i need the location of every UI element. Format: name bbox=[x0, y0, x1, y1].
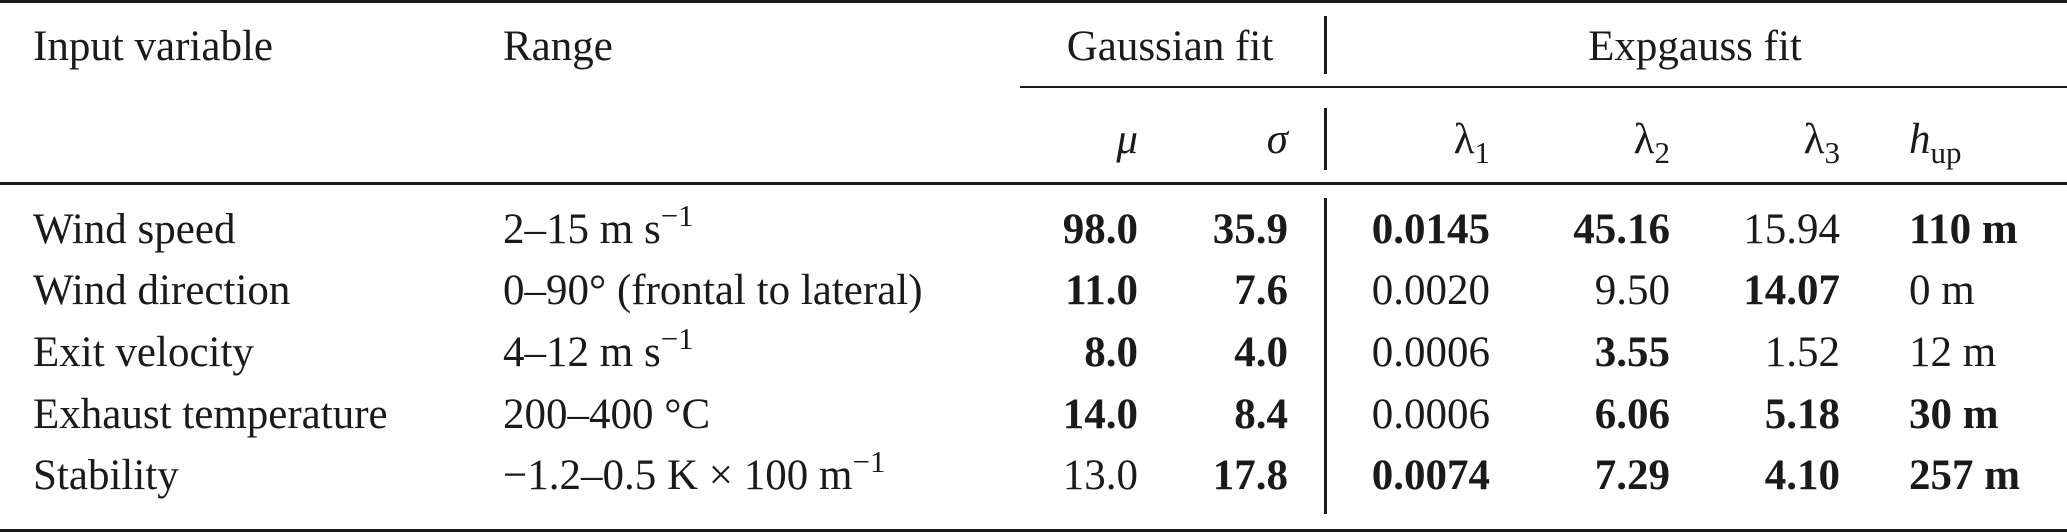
cell-range: −1.2–0.5 K × 100 m−1 bbox=[503, 446, 885, 499]
lambda-symbol: λ bbox=[1633, 116, 1655, 163]
gaussian-group-rule bbox=[1020, 86, 1326, 88]
header-gaussian-fit: Gaussian fit bbox=[1066, 23, 1274, 70]
header-expgauss-fit: Expgauss fit bbox=[1588, 23, 1802, 70]
cell-range: 2–15 m s−1 bbox=[503, 200, 694, 253]
range-text: 0–90° (frontal to lateral) bbox=[503, 267, 923, 314]
lambda2-subscript: 2 bbox=[1654, 134, 1670, 170]
cell-lambda2: 9.50 bbox=[1594, 267, 1670, 314]
cell-lambda1: 0.0020 bbox=[1371, 267, 1490, 314]
header-lambda3: λ3 bbox=[1690, 116, 1840, 168]
cell-mu: 98.0 bbox=[1062, 206, 1138, 253]
cell-lambda3: 14.07 bbox=[1743, 267, 1840, 314]
column-separator bbox=[1324, 108, 1327, 170]
cell-lambda3: 15.94 bbox=[1743, 206, 1840, 253]
cell-mu: 14.0 bbox=[1062, 391, 1138, 438]
range-exponent: −1 bbox=[852, 443, 886, 479]
cell-lambda1: 0.0006 bbox=[1371, 329, 1490, 376]
range-text: 2–15 m s bbox=[503, 206, 661, 253]
cell-lambda1: 0.0074 bbox=[1371, 452, 1490, 499]
cell-lambda1: 0.0006 bbox=[1371, 391, 1490, 438]
cell-sigma: 17.8 bbox=[1212, 452, 1288, 499]
range-text: −1.2–0.5 K × 100 m bbox=[503, 452, 853, 499]
cell-lambda2: 3.55 bbox=[1594, 329, 1670, 376]
header-lambda1: λ1 bbox=[1340, 116, 1490, 168]
range-exponent: −1 bbox=[660, 197, 694, 233]
header-lambda2: λ2 bbox=[1510, 116, 1670, 168]
lambda1-subscript: 1 bbox=[1474, 134, 1490, 170]
cell-mu: 11.0 bbox=[1065, 267, 1138, 314]
column-separator bbox=[1324, 198, 1327, 514]
column-separator bbox=[1324, 16, 1327, 74]
cell-lambda3: 4.10 bbox=[1764, 452, 1840, 499]
cell-lambda3: 5.18 bbox=[1764, 391, 1840, 438]
header-range: Range bbox=[503, 23, 613, 70]
cell-variable: Stability bbox=[33, 452, 179, 499]
range-text: 200–400 °C bbox=[503, 391, 711, 438]
cell-lambda2: 7.29 bbox=[1594, 452, 1670, 499]
cell-variable: Wind speed bbox=[33, 206, 236, 253]
cell-h-up: 12 m bbox=[1909, 329, 1997, 376]
lambda3-subscript: 3 bbox=[1824, 134, 1840, 170]
cell-range: 0–90° (frontal to lateral) bbox=[503, 269, 923, 312]
cell-sigma: 35.9 bbox=[1212, 206, 1288, 253]
cell-sigma: 8.4 bbox=[1234, 391, 1288, 438]
header-sigma: σ bbox=[1266, 116, 1288, 163]
cell-lambda2: 45.16 bbox=[1573, 206, 1670, 253]
expgauss-group-rule bbox=[1326, 86, 2067, 88]
header-mu: μ bbox=[1116, 116, 1138, 163]
header-rule bbox=[0, 182, 2067, 185]
cell-h-up: 110 m bbox=[1909, 206, 2018, 253]
cell-sigma: 7.6 bbox=[1234, 267, 1288, 314]
cell-mu: 13.0 bbox=[1062, 452, 1138, 499]
cell-sigma: 4.0 bbox=[1234, 329, 1288, 376]
lambda-symbol: λ bbox=[1453, 116, 1475, 163]
range-text: 4–12 m s bbox=[503, 329, 661, 376]
cell-range: 4–12 m s−1 bbox=[503, 323, 694, 376]
cell-variable: Wind direction bbox=[33, 267, 291, 314]
cell-h-up: 30 m bbox=[1909, 391, 1999, 438]
lambda-symbol: λ bbox=[1803, 116, 1825, 163]
cell-variable: Exit velocity bbox=[33, 329, 254, 376]
cell-h-up: 257 m bbox=[1909, 452, 2021, 499]
cell-lambda1: 0.0145 bbox=[1371, 206, 1490, 253]
cell-variable: Exhaust temperature bbox=[33, 391, 388, 438]
cell-h-up: 0 m bbox=[1909, 267, 1975, 314]
range-exponent: −1 bbox=[660, 320, 694, 356]
header-h-up: hup bbox=[1909, 116, 1961, 168]
cell-mu: 8.0 bbox=[1084, 329, 1138, 376]
cell-lambda2: 6.06 bbox=[1594, 391, 1670, 438]
cell-lambda3: 1.52 bbox=[1764, 329, 1840, 376]
cell-range: 200–400 °C bbox=[503, 393, 710, 436]
h-up-subscript: up bbox=[1930, 134, 1962, 170]
bottom-rule bbox=[0, 529, 2067, 532]
h-symbol: h bbox=[1909, 116, 1931, 163]
header-input-variable: Input variable bbox=[33, 23, 273, 70]
top-rule bbox=[0, 0, 2067, 3]
